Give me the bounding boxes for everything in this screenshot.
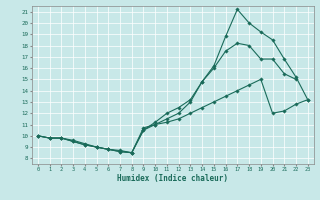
X-axis label: Humidex (Indice chaleur): Humidex (Indice chaleur)	[117, 174, 228, 183]
